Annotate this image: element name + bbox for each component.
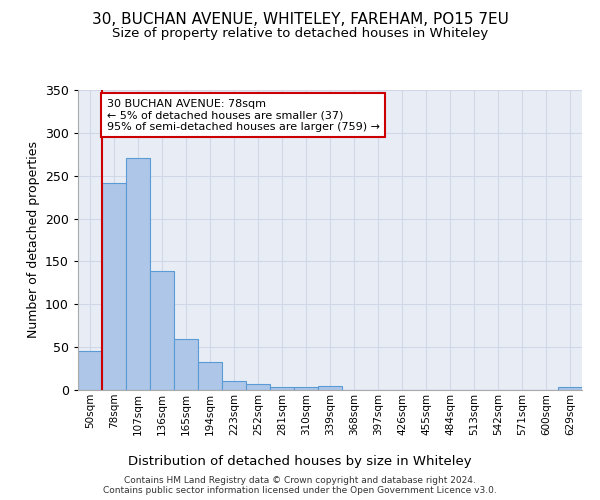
Bar [246, 384, 270, 390]
Bar [126, 158, 150, 390]
Bar [222, 382, 246, 390]
Y-axis label: Number of detached properties: Number of detached properties [26, 142, 40, 338]
Text: Contains HM Land Registry data © Crown copyright and database right 2024.
Contai: Contains HM Land Registry data © Crown c… [103, 476, 497, 495]
Bar [270, 386, 294, 390]
Text: 30, BUCHAN AVENUE, WHITELEY, FAREHAM, PO15 7EU: 30, BUCHAN AVENUE, WHITELEY, FAREHAM, PO… [92, 12, 508, 28]
Bar [150, 271, 174, 390]
Text: Distribution of detached houses by size in Whiteley: Distribution of detached houses by size … [128, 455, 472, 468]
Bar [102, 184, 126, 390]
Bar [558, 386, 582, 390]
Bar [318, 386, 342, 390]
Text: 30 BUCHAN AVENUE: 78sqm
← 5% of detached houses are smaller (37)
95% of semi-det: 30 BUCHAN AVENUE: 78sqm ← 5% of detached… [107, 98, 380, 132]
Bar [78, 350, 102, 390]
Text: Size of property relative to detached houses in Whiteley: Size of property relative to detached ho… [112, 28, 488, 40]
Bar [198, 362, 222, 390]
Bar [174, 340, 198, 390]
Bar [294, 386, 318, 390]
